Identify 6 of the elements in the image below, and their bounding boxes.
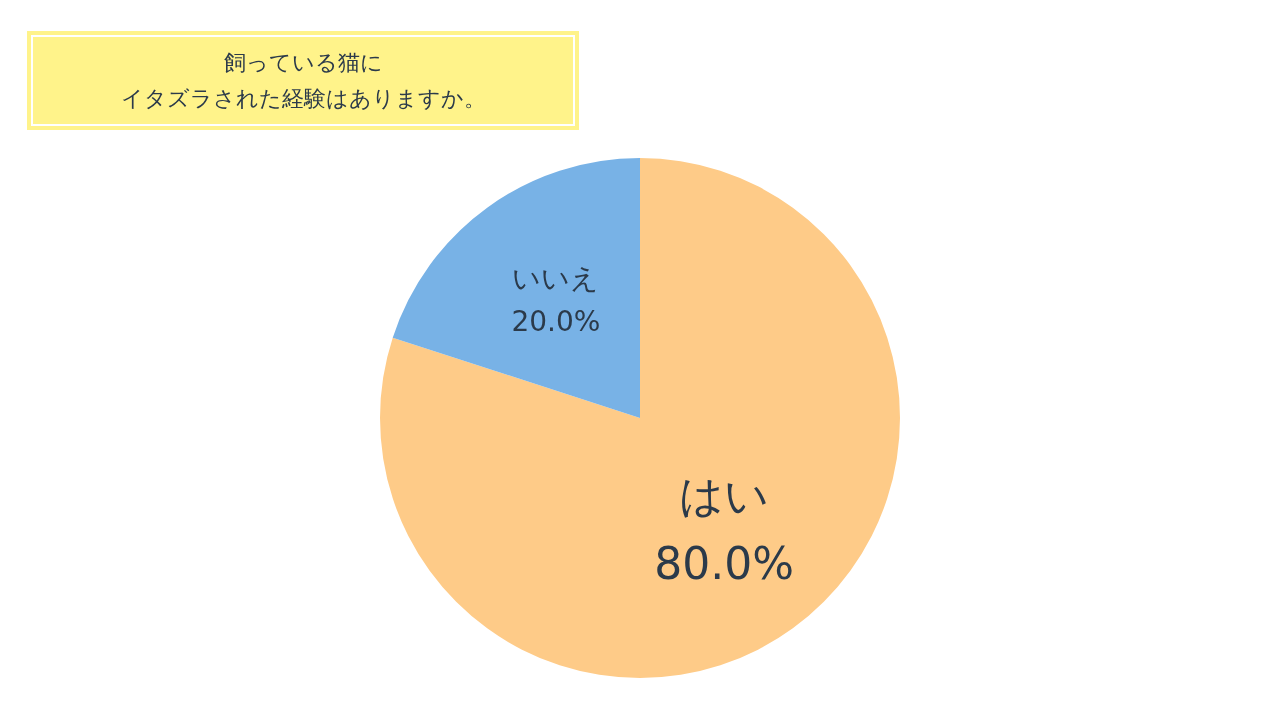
chart-title: 飼っている猫に	[223, 48, 383, 77]
slice-label: いいえ	[512, 261, 600, 295]
data-label: 20.0%	[511, 305, 601, 339]
chart-subtitle: イタズラされた経験はありますか。	[120, 84, 486, 113]
data-label: 80.0%	[654, 538, 794, 590]
slice-label: はい	[679, 470, 770, 522]
